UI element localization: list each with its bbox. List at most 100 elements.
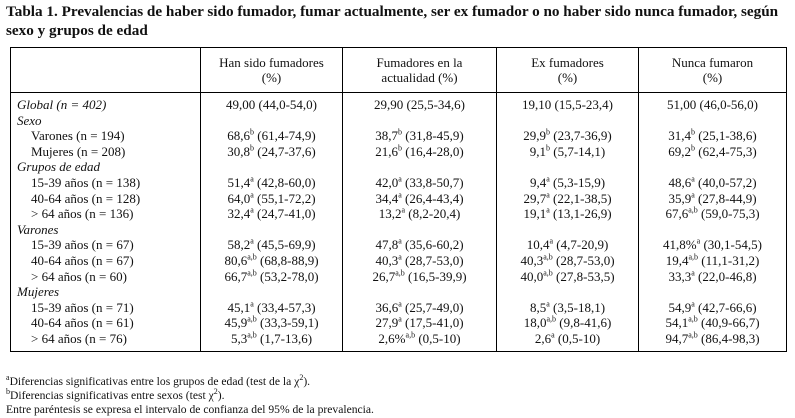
- footnote-superscript: 2: [213, 387, 218, 397]
- confidence-interval: (86,4-98,3): [701, 330, 760, 346]
- section-row: Varones: [11, 221, 787, 238]
- significance-mark: b: [250, 143, 254, 153]
- table-cell: 10,4a (4,7-20,9): [496, 237, 639, 253]
- table-cell: 54,9a (42,7-66,6): [638, 299, 787, 316]
- table-cell: 9,1b (5,7-14,1): [496, 143, 639, 160]
- header-line: Ex fumadores: [531, 55, 604, 70]
- row-label: 40-64 años (n = 61): [31, 315, 134, 331]
- table-cell: [638, 159, 787, 175]
- confidence-interval: (55,1-72,2): [257, 190, 316, 206]
- significance-mark: a,b: [543, 268, 553, 278]
- table-cell: 51,4a (42,8-60,0): [200, 174, 343, 191]
- table-cell: 42,0a (33,8-50,7): [342, 174, 497, 191]
- table-cell: 30,8b (24,7-37,6): [200, 143, 343, 160]
- significance-mark: a: [691, 268, 695, 278]
- confidence-interval: (33,3-59,1): [260, 315, 319, 331]
- significance-mark: a: [551, 330, 555, 340]
- significance-mark: a,b: [247, 252, 257, 262]
- confidence-interval: (59,0-75,3): [701, 206, 760, 222]
- cell-value: 29,9: [523, 128, 546, 144]
- footnote-text: Entre paréntesis se expresa el intervalo…: [6, 403, 374, 416]
- significance-mark: a: [398, 237, 402, 247]
- table-cell: 40,3a,b (28,7-53,0): [496, 252, 639, 269]
- table-cell: 8,5a (3,5-18,1): [496, 299, 639, 316]
- cell-value: 40,3: [375, 252, 399, 268]
- header-line: (%): [261, 70, 282, 85]
- table-cell: [496, 284, 639, 300]
- significance-mark: a: [250, 299, 254, 309]
- cell-value: 29,90: [374, 97, 404, 112]
- confidence-interval: (28,7-53,0): [405, 252, 464, 268]
- section-row: Mujeres: [11, 284, 787, 300]
- table-row: 15-39 años (n = 67) 58,2a (45,5-69,9) 47,8…: [11, 237, 787, 253]
- cell-value: 5,3: [230, 330, 248, 346]
- table-cell: 35,9a (27,8-44,9): [638, 190, 787, 207]
- header-line: (%): [702, 70, 723, 85]
- table-cell: 29,9b (23,7-36,9): [496, 127, 639, 144]
- significance-mark: a,b: [247, 330, 257, 340]
- table-cell: [200, 221, 343, 238]
- cell-value: 38,7: [375, 128, 398, 144]
- table-footnotes: aDiferencias significativas entre los gr…: [6, 374, 786, 417]
- table-row: > 64 años (n = 136) 32,4a (24,7-41,0) 13,2…: [11, 206, 787, 222]
- table-cell: [342, 221, 497, 238]
- confidence-interval: (45,5-69,9): [257, 237, 316, 253]
- table-cell: 2,6a (0,5-10): [496, 330, 639, 351]
- cell-value: 35,9: [668, 190, 692, 206]
- confidence-interval: (5,3-15,9): [553, 174, 606, 190]
- cell-value: 19,1: [523, 206, 547, 222]
- significance-mark: a,b: [688, 314, 698, 324]
- row-label: 15-39 años (n = 71): [31, 299, 134, 315]
- table-cell: [342, 112, 497, 129]
- significance-mark: b: [250, 127, 254, 137]
- table-cell: 5,3a,b (1,7-13,6): [200, 330, 343, 351]
- row-label: 15-39 años (n = 67): [31, 237, 134, 253]
- table-cell: 33,3a (22,0-46,8): [638, 268, 787, 285]
- significance-mark: a: [398, 190, 402, 200]
- table-cell: 29,7a (22,1-38,5): [496, 190, 639, 207]
- confidence-interval: (28,7-53,0): [556, 252, 615, 268]
- confidence-interval: (8,2-20,4): [408, 206, 461, 222]
- table-cell: [496, 112, 639, 129]
- footnote: bDiferencias significativas entre sexos …: [6, 387, 786, 403]
- cell-value: 64,0: [227, 190, 251, 206]
- cell-value: 48,6: [668, 174, 692, 190]
- cell-value: 27,9: [375, 315, 399, 331]
- cell-value: 34,4: [375, 190, 399, 206]
- table-cell: 26,7a,b (16,5-39,9): [342, 268, 497, 285]
- confidence-interval: (40,0-57,2): [698, 174, 757, 190]
- row-label: Global (n = 402): [17, 97, 107, 112]
- cell-value: 94,7: [665, 330, 689, 346]
- confidence-interval: (44,0-54,0): [258, 97, 318, 112]
- cell-value: 31,4: [668, 128, 691, 144]
- significance-mark: a: [546, 299, 550, 309]
- table-cell: 48,6a (40,0-57,2): [638, 174, 787, 191]
- footnote: Entre paréntesis se expresa el intervalo…: [6, 403, 786, 417]
- table-row: Varones (n = 194) 68,6b (61,4-74,9) 38,7b …: [11, 128, 787, 144]
- table-cell: [342, 284, 497, 300]
- table-cell: [200, 159, 343, 175]
- cell-value: 80,6: [224, 252, 248, 268]
- confidence-interval: (25,1-38,6): [698, 128, 757, 144]
- cell-value: 47,8: [375, 237, 399, 253]
- cell-value: 69,2: [668, 143, 691, 159]
- footnote-end: ).: [303, 375, 311, 388]
- table-row: 40-64 años (n = 61) 45,9 a,b (33,3-59,1) 27…: [11, 315, 787, 331]
- table-cell: 68,6b (61,4-74,9): [200, 127, 343, 144]
- cell-value: 42,0: [375, 174, 399, 190]
- cell-value: 45,9: [224, 315, 248, 331]
- row-label: Sexo: [17, 112, 42, 128]
- confidence-interval: (62,4-75,3): [698, 143, 757, 159]
- row-label: 15-39 años (n = 138): [31, 174, 141, 190]
- significance-mark: a,b: [543, 252, 553, 262]
- significance-mark: b: [546, 127, 550, 137]
- row-label: 40-64 años (n = 67): [31, 252, 134, 268]
- confidence-interval: (40,9-66,7): [701, 315, 760, 331]
- header-line: (%): [557, 70, 578, 85]
- table-row: 15-39 años (n = 71) 45,1a (33,4-57,3) 36,6…: [11, 299, 787, 316]
- table-cell: [200, 112, 343, 129]
- table-cell: [342, 159, 497, 175]
- table-cell: 19,1a (13,1-26,9): [496, 206, 639, 222]
- table-title: Tabla 1. Prevalencias de haber sido fuma…: [6, 3, 779, 39]
- significance-mark: a: [401, 205, 406, 215]
